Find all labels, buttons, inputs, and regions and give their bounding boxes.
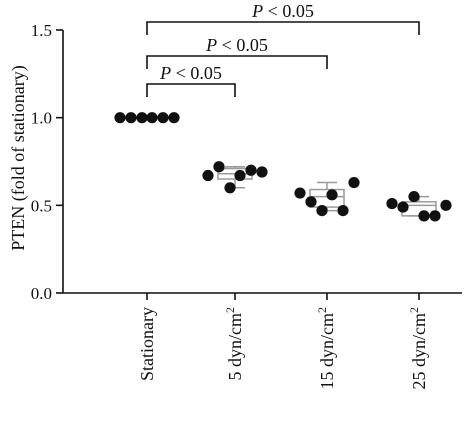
y-axis-title: PTEN (fold of stationary) — [8, 65, 29, 250]
significance-bracket — [146, 21, 420, 35]
data-point — [397, 201, 409, 213]
significance-label: P < 0.05 — [159, 63, 222, 83]
y-tick-label: 1.0 — [31, 109, 52, 128]
data-point — [348, 176, 360, 189]
data-points — [114, 112, 452, 222]
y-tick-label: 1.5 — [31, 21, 52, 40]
data-point — [136, 112, 148, 124]
x-category-label: 25 dyn/cm2 — [407, 307, 429, 390]
data-point — [408, 190, 420, 203]
data-point — [305, 196, 317, 208]
data-point — [168, 112, 180, 124]
data-point — [146, 112, 158, 124]
data-point — [386, 197, 398, 210]
data-point — [316, 204, 328, 217]
x-category-label: 15 dyn/cm2 — [315, 307, 337, 390]
data-point — [213, 161, 225, 173]
x-category-label: Stationary — [137, 307, 157, 381]
axes — [62, 30, 462, 300]
y-tick-label: 0.0 — [31, 284, 52, 303]
x-category-label: 5 dyn/cm2 — [223, 307, 245, 381]
data-point — [114, 112, 126, 124]
significance-bracket — [146, 55, 328, 69]
data-point — [440, 199, 452, 211]
y-tick-label: 0.5 — [31, 196, 52, 215]
category-labels: Stationary 5 dyn/cm2 15 dyn/cm2 25 dyn/cm2 — [137, 307, 429, 390]
data-point — [256, 166, 268, 178]
data-point — [157, 112, 169, 124]
significance-brackets: P < 0.05 P < 0.05 P < 0.05 — [146, 1, 420, 97]
significance-label: P < 0.05 — [205, 35, 268, 55]
y-ticks: 0.0 0.5 1.0 1.5 — [31, 21, 63, 303]
data-point — [125, 112, 137, 124]
data-point — [337, 204, 349, 217]
data-point — [429, 210, 441, 222]
data-point — [245, 164, 257, 176]
data-point — [202, 169, 214, 182]
data-point — [224, 182, 236, 194]
data-point — [234, 169, 246, 182]
significance-label: P < 0.05 — [251, 1, 314, 21]
significance-bracket — [146, 83, 236, 97]
data-point — [326, 189, 338, 201]
data-point — [418, 210, 430, 222]
data-point — [294, 187, 306, 199]
